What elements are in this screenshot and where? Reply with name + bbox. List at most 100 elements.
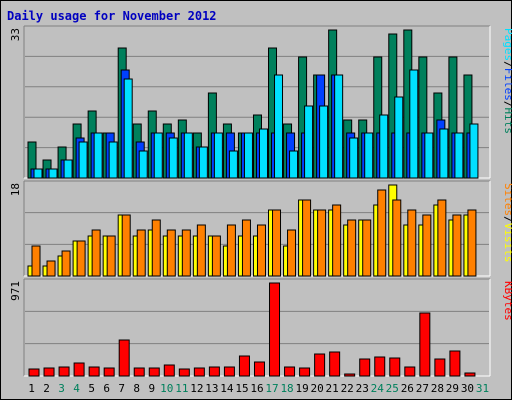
x-tick-label: 14 — [220, 382, 234, 395]
legend-sep1: / — [502, 216, 512, 223]
bar-pages-day-25 — [394, 96, 404, 179]
bar-kbytes-day-18 — [284, 366, 296, 377]
bar-kbytes-day-3 — [58, 366, 70, 377]
x-tick-label: 2 — [43, 382, 50, 395]
bar-pages-day-19 — [304, 105, 314, 179]
bar-kbytes-day-1 — [28, 368, 40, 377]
bar-sites-day-3 — [61, 250, 71, 277]
bar-kbytes-day-7 — [118, 339, 130, 377]
legend: Pages/Files/Hits — [502, 28, 512, 134]
bar-pages-day-23 — [364, 132, 374, 179]
bar-sites-day-12 — [196, 224, 206, 277]
bar-kbytes-day-20 — [314, 353, 326, 377]
x-tick-label: 23 — [356, 382, 369, 395]
x-tick-label: 11 — [175, 382, 188, 395]
bar-sites-day-24 — [377, 189, 387, 277]
x-tick-label: 22 — [341, 382, 354, 395]
x-tick-label: 18 — [280, 382, 293, 395]
panel-kbytes: 971 KBytes — [9, 278, 512, 377]
bar-sites-day-20 — [317, 209, 327, 277]
bar-kbytes-day-6 — [103, 367, 115, 377]
bar-kbytes-day-11 — [178, 368, 190, 377]
bar-kbytes-day-22 — [344, 373, 356, 377]
x-tick-label: 15 — [235, 382, 248, 395]
bar-kbytes-day-23 — [359, 358, 371, 377]
x-tick-label: 24 — [371, 382, 385, 395]
bar-pages-day-10 — [168, 137, 178, 179]
bar-kbytes-day-4 — [73, 362, 85, 377]
panel-visits-sites: 18 Sites/Visits — [9, 180, 512, 277]
bar-sites-day-15 — [241, 219, 251, 277]
bar-kbytes-day-12 — [193, 367, 205, 377]
bar-sites-day-28 — [437, 199, 447, 277]
bar-kbytes-day-16 — [253, 361, 265, 377]
bar-pages-day-12 — [198, 146, 208, 179]
bar-pages-day-27 — [424, 132, 434, 179]
x-tick-label: 26 — [401, 382, 414, 395]
bar-kbytes-day-19 — [299, 367, 311, 377]
bar-sites-day-11 — [181, 229, 191, 277]
bar-pages-day-17 — [274, 74, 284, 179]
bar-sites-day-6 — [106, 235, 116, 277]
bar-sites-day-2 — [46, 260, 56, 277]
x-tick-label: 28 — [431, 382, 444, 395]
y-max-label: 18 — [9, 183, 22, 196]
bar-sites-day-17 — [272, 209, 282, 277]
bar-sites-day-8 — [136, 229, 146, 277]
legend: Sites/Visits — [502, 183, 512, 263]
legend-hits: Hits — [502, 108, 512, 135]
bar-pages-day-24 — [379, 114, 389, 179]
bar-pages-day-1 — [33, 168, 43, 179]
x-axis-day-labels: 1 2 3 4 5 6 7 8 9 10 11 12 13 14 15 16 17 18 19 20 21 22 23 24 2… — [28, 382, 489, 395]
bar-pages-day-4 — [78, 141, 88, 179]
bar-sites-day-18 — [287, 229, 297, 277]
x-tick-label: 27 — [416, 382, 429, 395]
bar-sites-day-19 — [302, 199, 312, 277]
bar-sites-day-29 — [452, 214, 462, 277]
bar-kbytes-day-29 — [449, 350, 461, 377]
bar-pages-day-11 — [183, 132, 193, 179]
bar-pages-day-2 — [48, 168, 58, 179]
bar-sites-day-5 — [91, 229, 101, 277]
x-tick-label: 20 — [311, 382, 324, 395]
bar-pages-day-20 — [319, 105, 329, 179]
legend-sep2: / — [502, 101, 512, 108]
bar-kbytes-day-17 — [269, 282, 281, 377]
legend-files: Files — [502, 68, 512, 101]
x-tick-label: 17 — [265, 382, 278, 395]
x-tick-label: 13 — [205, 382, 218, 395]
bar-kbytes-day-10 — [163, 364, 175, 377]
x-tick-label: 6 — [103, 382, 110, 395]
bar-kbytes-day-8 — [133, 367, 145, 377]
bar-pages-day-6 — [108, 141, 118, 179]
bar-sites-day-21 — [332, 204, 342, 277]
bar-pages-day-21 — [334, 74, 344, 179]
bar-pages-day-8 — [138, 150, 148, 179]
bar-pages-day-15 — [243, 132, 253, 179]
bar-pages-day-30 — [469, 123, 479, 179]
bar-kbytes-day-14 — [223, 366, 235, 377]
bar-pages-day-18 — [289, 150, 299, 179]
legend-sep1: / — [502, 61, 512, 68]
bar-kbytes-day-5 — [88, 366, 100, 377]
legend-kbytes: KBytes — [502, 281, 512, 321]
bar-pages-day-5 — [93, 132, 103, 179]
bar-sites-day-14 — [226, 224, 236, 277]
bar-kbytes-day-9 — [148, 367, 160, 377]
bar-sites-day-10 — [166, 229, 176, 277]
legend: KBytes — [502, 281, 512, 321]
bar-sites-day-22 — [347, 219, 357, 277]
bar-pages-day-26 — [409, 69, 419, 179]
bar-pages-day-29 — [454, 132, 464, 179]
bar-sites-day-23 — [362, 219, 372, 277]
x-tick-label: 25 — [386, 382, 399, 395]
x-tick-label: 16 — [250, 382, 263, 395]
bar-pages-day-13 — [213, 132, 223, 179]
y-max-label: 971 — [9, 281, 22, 301]
x-tick-label: 21 — [326, 382, 339, 395]
x-tick-label: 4 — [73, 382, 80, 395]
bar-sites-day-27 — [422, 214, 432, 277]
y-max-label: 33 — [9, 28, 22, 41]
bar-pages-day-3 — [63, 159, 73, 179]
